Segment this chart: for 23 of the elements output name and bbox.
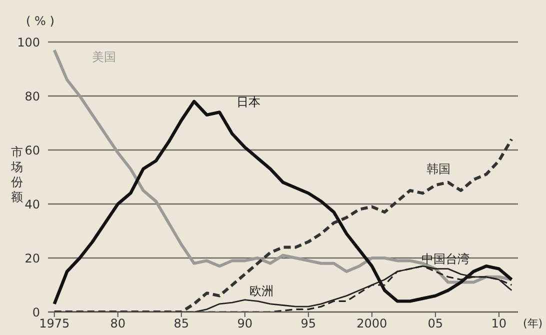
x-tick-label: 1975 [39,316,70,331]
y-tick-label: 20 [24,251,40,266]
series-label: 日本 [236,95,260,110]
x-tick-label: 05 [428,316,444,331]
line-series [52,138,514,312]
y-tick-label: 100 [17,35,40,50]
x-tick-label: 80 [110,316,126,331]
x-tick-label: 95 [300,316,316,331]
y-axis-title: 市场份额 [10,145,24,205]
y-tick-label: 0 [32,305,40,320]
y-tick-label: 80 [24,89,40,104]
line-series [52,48,514,284]
x-tick-label: 10 [491,316,507,331]
y-tick-label: 40 [24,197,40,212]
x-tick-label: 85 [174,316,190,331]
series-label: 欧洲 [250,284,274,298]
y-tick-label: 60 [24,143,40,158]
x-tick-label: 90 [237,316,253,331]
text: (年) [523,316,543,331]
series-label: 韩国 [426,162,451,176]
x-tick-label: 2000 [356,316,388,331]
text: ( % ) [26,14,54,28]
text: 美国 [92,50,116,64]
